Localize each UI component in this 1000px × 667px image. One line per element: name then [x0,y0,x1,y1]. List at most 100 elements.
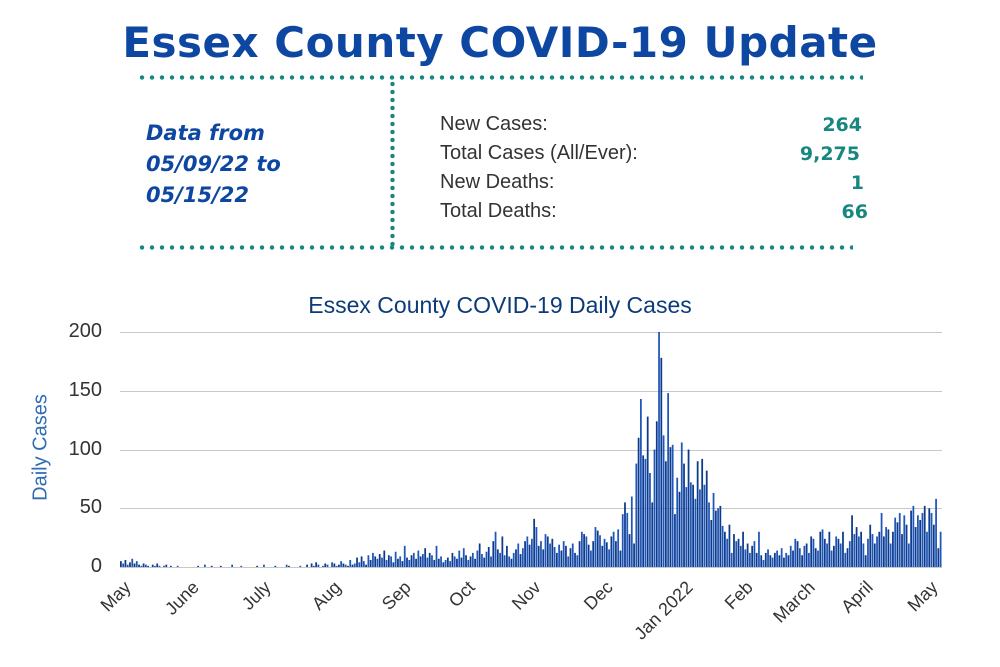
bar [855,527,858,567]
bar [515,549,517,568]
bar [453,556,456,567]
bar [662,435,665,567]
bar [342,563,345,568]
bar [730,552,733,567]
bar [710,520,713,567]
bar [569,548,572,567]
bar [428,552,431,567]
bar [440,556,442,567]
bar [558,544,561,567]
bar [451,552,454,567]
y-tick-label: 0 [90,555,102,577]
bar [490,556,492,567]
bar [144,564,147,567]
bar [724,531,726,567]
bar [671,444,674,567]
bar [410,555,413,567]
bar [892,531,894,567]
bar [412,552,415,567]
bar [685,487,688,567]
divider-vertical [390,80,395,246]
bar [519,554,522,568]
bar [612,531,615,567]
bar [776,550,779,567]
bar [755,552,758,567]
bar [783,557,785,567]
bar [406,557,408,567]
stats-panel: New Cases: 264 Total Cases (All/Ever): 9… [440,110,868,226]
bar [885,527,887,567]
bar [210,565,213,568]
divider-bottom [137,245,853,250]
bar [646,416,649,567]
bar [848,541,851,567]
bar [465,555,467,567]
bar [876,536,878,567]
bar [351,564,354,567]
bar [785,552,788,567]
bar [578,541,581,567]
bar [528,544,531,567]
bar [483,557,486,567]
bar [814,548,817,567]
bar [565,545,567,567]
bar [921,512,924,567]
bar [798,548,801,567]
bar [608,549,610,568]
bar [935,498,937,567]
bar [735,541,738,567]
bar [197,565,199,568]
bar [912,505,915,567]
y-tick-label: 50 [79,496,102,519]
bar [415,558,417,567]
bar [360,556,363,567]
bar [476,550,479,567]
bar [664,461,667,567]
bar [851,515,853,567]
bar [842,531,844,567]
bar [526,536,529,567]
bar [767,549,769,568]
bar [376,558,379,567]
bar [708,502,710,568]
bar [594,527,597,567]
bar [619,550,622,567]
bar [712,492,715,568]
bar [699,489,701,567]
bar [494,531,497,567]
bar [442,562,445,567]
bar [537,545,540,567]
bar [601,545,604,567]
bar [158,565,161,568]
bar [331,562,333,567]
bar [746,543,749,567]
bar [603,538,606,567]
bar [617,529,620,567]
bar [805,543,808,567]
bar [449,561,452,568]
bar [694,498,697,567]
bar [288,565,290,568]
bar [898,512,901,567]
y-tick-label: 100 [68,437,102,460]
bar [744,549,747,568]
bar [762,559,765,567]
bar [882,536,885,567]
bar [372,552,374,567]
bar [381,557,383,567]
bar [689,482,692,567]
bar [771,557,774,567]
bar [639,398,642,568]
bar [903,515,906,567]
bar [871,534,874,567]
stat-value: 9,275 [799,142,860,165]
bar [422,554,424,568]
bar [823,538,826,567]
bar [521,548,524,567]
bar [446,557,449,567]
bar [857,536,860,567]
bar [133,563,136,568]
stat-total-deaths: Total Deaths: 66 [440,197,868,226]
bar [701,458,704,567]
bar [263,564,265,567]
